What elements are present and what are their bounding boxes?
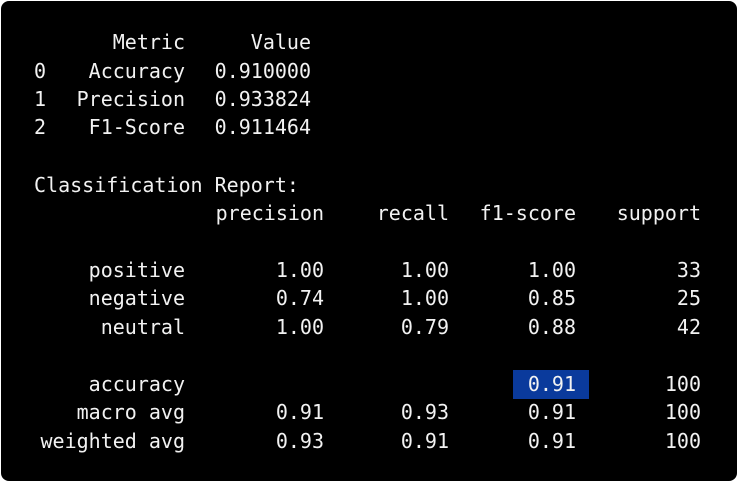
report-accuracy-support: 100: [664, 372, 701, 396]
report-avg-support: 100: [664, 400, 701, 424]
summary-row-value: 0.911464: [214, 115, 311, 139]
report-avg-label: macro avg: [76, 400, 185, 424]
report-title: Classification Report:: [34, 173, 299, 197]
summary-row-index: 2: [34, 115, 47, 139]
summary-row-metric: Accuracy: [88, 59, 185, 83]
report-row-recall: 1.00: [400, 286, 449, 310]
summary-header-value: Value: [250, 30, 311, 54]
report-avg-precision: 0.91: [275, 400, 324, 424]
report-row-support: 33: [676, 258, 701, 282]
report-row-label: positive: [88, 258, 185, 282]
report-row-precision: 1.00: [275, 315, 324, 339]
report-avg-f1: 0.91: [527, 429, 576, 453]
summary-row-index: 1: [34, 87, 47, 111]
report-header-recall: recall: [376, 201, 449, 225]
summary-row-metric: Precision: [76, 87, 185, 111]
report-row-label: neutral: [100, 315, 185, 339]
report-row-f1: 0.88: [527, 315, 576, 339]
summary-row-value: 0.933824: [214, 87, 311, 111]
report-row-f1: 0.85: [527, 286, 576, 310]
report-row-recall: 0.79: [400, 315, 449, 339]
report-row-support: 25: [676, 286, 701, 310]
report-accuracy-label: accuracy: [88, 372, 185, 396]
text-selection-highlight: [513, 370, 589, 399]
report-avg-recall: 0.91: [400, 429, 449, 453]
report-avg-precision: 0.93: [275, 429, 324, 453]
report-avg-support: 100: [664, 429, 701, 453]
report-header-precision: precision: [215, 201, 324, 225]
summary-header-metric: Metric: [112, 30, 185, 54]
summary-row-metric: F1-Score: [88, 115, 185, 139]
report-avg-f1: 0.91: [527, 400, 576, 424]
summary-row-value: 0.910000: [214, 59, 311, 83]
report-row-precision: 1.00: [275, 258, 324, 282]
report-row-precision: 0.74: [275, 286, 324, 310]
report-accuracy-f1[interactable]: 0.91: [527, 372, 576, 396]
report-header-support: support: [616, 201, 701, 225]
report-avg-label: weighted avg: [40, 429, 186, 453]
report-row-support: 42: [676, 315, 701, 339]
report-row-recall: 1.00: [400, 258, 449, 282]
summary-row-index: 0: [34, 59, 47, 83]
report-header-f1: f1-score: [479, 201, 576, 225]
report-row-label: negative: [88, 286, 185, 310]
report-avg-recall: 0.93: [400, 400, 449, 424]
report-row-f1: 1.00: [527, 258, 576, 282]
